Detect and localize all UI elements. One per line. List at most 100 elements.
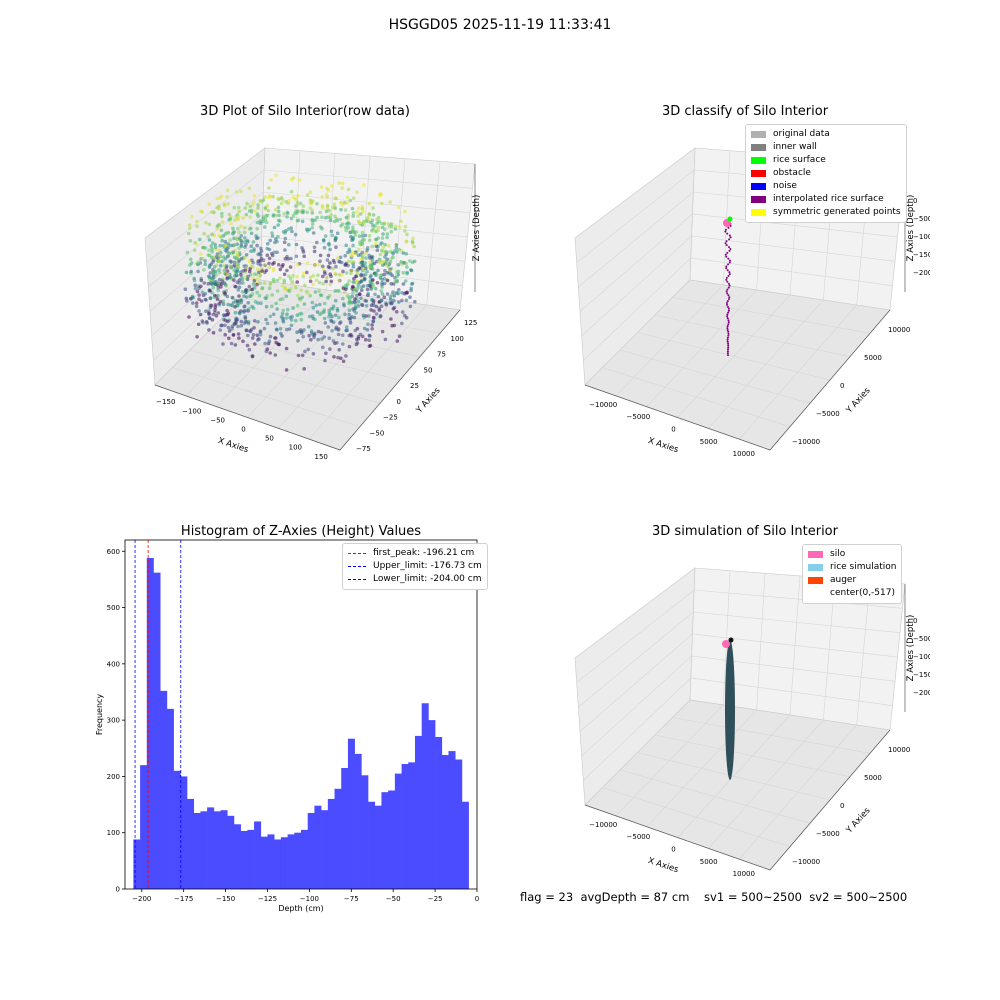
legend-item-interpolated-rice-surface: interpolated rice surface (751, 193, 901, 206)
data-point (365, 287, 370, 292)
data-point (410, 281, 415, 286)
axis-tick-label: 0 (840, 382, 844, 390)
data-point (370, 297, 374, 302)
data-point (281, 297, 285, 301)
data-point (347, 221, 351, 226)
data-point (361, 237, 365, 242)
data-point (311, 282, 315, 286)
data-point (318, 225, 323, 229)
data-point (282, 212, 286, 216)
classify-3d-plot: −10000 −5000 0 5000 10000 −10000 −5000 0 5000 100… (574, 147, 930, 458)
data-point (279, 196, 284, 200)
data-point (347, 247, 352, 252)
data-point (350, 206, 355, 211)
data-point (252, 200, 256, 205)
interpolated-point (726, 325, 729, 328)
data-point (351, 243, 355, 248)
histogram-bar (280, 837, 288, 889)
legend-label: first_peak: -196.21 cm (373, 548, 475, 558)
data-point (370, 258, 375, 263)
data-point (389, 257, 393, 261)
data-point (327, 315, 331, 319)
data-point (225, 294, 230, 299)
data-point (320, 264, 325, 269)
data-point (310, 211, 315, 215)
data-point (220, 238, 224, 243)
data-point (259, 256, 264, 261)
x-tick-label: −150 (216, 895, 235, 903)
data-point (217, 268, 221, 272)
data-point (219, 250, 223, 255)
data-point (275, 278, 280, 283)
data-point (231, 226, 235, 231)
data-point (239, 319, 244, 324)
data-point (244, 288, 248, 292)
data-point (245, 343, 250, 348)
data-point (215, 252, 220, 256)
data-point (199, 278, 204, 283)
histogram-bar (301, 829, 309, 889)
axis-tick-label: −25 (383, 414, 398, 422)
data-point (381, 232, 385, 236)
data-point (345, 250, 350, 255)
data-point (301, 210, 305, 215)
data-point (244, 328, 249, 332)
histogram-bar (166, 708, 174, 889)
data-point (232, 263, 236, 268)
data-point (326, 215, 331, 219)
data-point (218, 196, 222, 200)
data-point (328, 261, 332, 265)
data-point (409, 268, 414, 273)
x-tick-label: −200 (132, 895, 151, 903)
data-point (278, 267, 283, 272)
data-point (356, 304, 361, 308)
data-point (367, 314, 371, 318)
data-point (358, 253, 363, 257)
data-point (254, 272, 259, 277)
data-point (271, 214, 276, 218)
data-point (271, 262, 275, 266)
data-point (369, 308, 373, 312)
data-point (219, 228, 224, 233)
data-point (308, 275, 313, 280)
data-point (226, 254, 231, 258)
data-point (285, 307, 290, 312)
data-point (247, 209, 252, 213)
data-point (211, 285, 216, 290)
data-point (394, 290, 399, 295)
data-point (405, 232, 409, 237)
data-point (185, 250, 190, 255)
y-axis-label: Y Axies (844, 805, 873, 836)
data-point (322, 335, 327, 339)
data-point (267, 256, 272, 261)
data-point (209, 244, 213, 248)
data-point (283, 257, 288, 261)
legend-swatch (808, 551, 823, 558)
data-point (396, 263, 401, 267)
data-point (225, 308, 229, 313)
data-point (389, 229, 394, 234)
data-point (355, 293, 359, 298)
data-point (203, 292, 208, 296)
data-point (318, 302, 322, 307)
data-point (373, 292, 377, 297)
data-point (326, 325, 330, 329)
data-point (248, 204, 253, 209)
data-point (340, 181, 345, 186)
data-point (397, 334, 402, 338)
data-point (397, 225, 402, 229)
data-point (217, 222, 221, 227)
data-point (258, 273, 262, 278)
histogram-bar (414, 735, 422, 889)
data-point (282, 240, 287, 245)
data-point (234, 321, 238, 325)
axis-tick-label: −10000 (913, 233, 930, 241)
data-point (278, 276, 282, 280)
data-point (380, 241, 384, 245)
data-point (380, 292, 385, 296)
data-point (303, 283, 307, 288)
data-point (221, 313, 226, 317)
data-point (405, 265, 409, 269)
data-point (255, 282, 259, 287)
axis-tick-label: 5000 (864, 774, 882, 782)
